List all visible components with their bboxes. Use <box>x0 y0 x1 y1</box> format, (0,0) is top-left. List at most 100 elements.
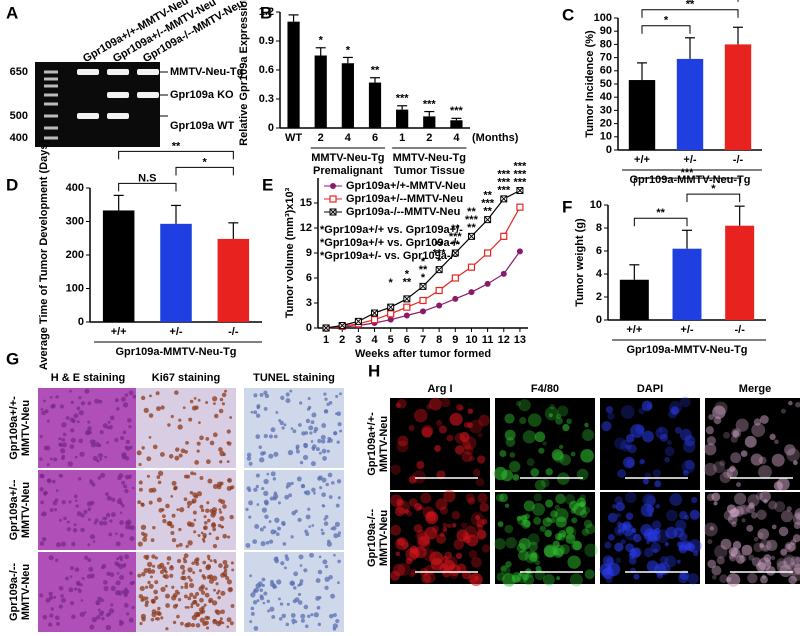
significance-mark: *** <box>497 185 511 197</box>
cell <box>256 405 261 410</box>
point <box>387 316 394 323</box>
cell <box>221 621 225 625</box>
point <box>500 195 508 203</box>
cell <box>248 500 254 506</box>
ladder-label: 500 <box>10 110 28 122</box>
cell <box>252 539 258 544</box>
signal <box>545 468 553 476</box>
y-axis-label: Tumor Incidence (%) <box>584 30 596 138</box>
signal <box>408 475 417 484</box>
cell <box>193 397 197 400</box>
cell <box>300 613 306 619</box>
signal <box>558 529 567 538</box>
signal <box>778 526 789 537</box>
signal <box>543 573 555 586</box>
cell <box>312 444 317 449</box>
cell <box>214 560 217 564</box>
y-tick-label: 0 <box>268 122 274 134</box>
cell <box>324 514 329 519</box>
cell <box>301 484 306 488</box>
cell <box>229 514 234 520</box>
cell <box>203 515 207 519</box>
x-tick-label: 13 <box>514 334 526 346</box>
bar <box>314 55 327 128</box>
cell <box>305 532 310 537</box>
cell <box>61 442 67 448</box>
cell <box>297 517 302 523</box>
x-axis-label: Gpr109a-MMTV-Neu-Tg <box>626 344 747 356</box>
cell <box>285 622 290 627</box>
cell <box>159 452 165 457</box>
fluorescence-row-label: Gpr109a-/-- <box>366 509 378 567</box>
x-tick-label: 4 <box>453 132 460 144</box>
cell <box>204 587 208 591</box>
signal <box>559 544 570 555</box>
signal <box>580 448 594 463</box>
signal <box>632 547 642 558</box>
signal <box>571 517 578 524</box>
cell <box>128 390 134 396</box>
signal <box>476 519 485 528</box>
bar <box>341 63 354 128</box>
cell <box>73 494 78 499</box>
signal <box>748 554 755 561</box>
gel-band <box>137 92 159 98</box>
x-tick-label: 6 <box>372 132 378 144</box>
signal <box>524 550 538 564</box>
signal <box>748 502 755 509</box>
cell <box>74 567 80 572</box>
signal <box>731 521 737 527</box>
signal <box>581 528 590 536</box>
signal <box>734 492 747 505</box>
signal <box>771 524 777 530</box>
cell <box>118 497 122 501</box>
signal <box>516 572 528 584</box>
cell <box>87 558 92 562</box>
bar <box>160 223 192 322</box>
signal <box>659 555 669 565</box>
signal <box>601 568 613 579</box>
cell <box>106 495 112 501</box>
cell <box>148 436 152 439</box>
point <box>500 270 507 277</box>
cell <box>258 445 262 449</box>
cell <box>143 554 148 559</box>
signal <box>528 541 538 552</box>
cell <box>96 615 101 620</box>
significance-mark: ** <box>403 277 412 289</box>
cell <box>286 482 292 488</box>
signal <box>732 541 742 550</box>
signal <box>687 573 699 585</box>
signal <box>793 521 800 530</box>
cell <box>281 613 286 619</box>
signal <box>757 532 764 539</box>
signal <box>420 492 432 504</box>
signal <box>414 503 422 511</box>
cell <box>88 566 94 572</box>
signal <box>763 499 768 504</box>
cell <box>294 509 298 513</box>
cell <box>218 508 222 512</box>
signal <box>606 557 614 565</box>
cell <box>144 585 149 589</box>
cell <box>122 563 127 568</box>
signal <box>538 447 545 454</box>
cell <box>70 400 74 405</box>
cell <box>288 493 293 498</box>
cell <box>330 527 334 531</box>
cell <box>268 434 274 439</box>
cell <box>189 582 195 588</box>
cell <box>323 392 327 396</box>
cell <box>104 455 108 459</box>
signal <box>625 434 635 443</box>
signal <box>534 560 541 566</box>
cell <box>100 472 106 478</box>
signal <box>502 573 516 587</box>
signal <box>428 397 442 411</box>
histology-row-label: Gpr109a-/-- <box>8 563 20 621</box>
signal <box>557 405 569 417</box>
signal <box>736 555 745 564</box>
cell <box>230 604 235 608</box>
cell <box>73 413 79 419</box>
signal <box>713 501 718 506</box>
